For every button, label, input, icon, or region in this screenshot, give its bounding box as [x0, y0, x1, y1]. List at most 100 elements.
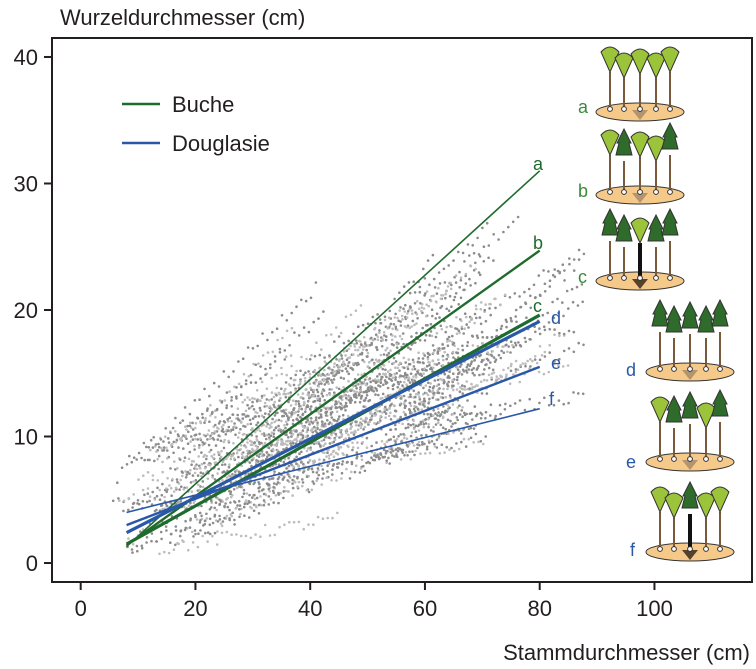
- scatter-point: [197, 532, 200, 535]
- scatter-point: [443, 380, 446, 384]
- scatter-point: [484, 416, 487, 420]
- scatter-point: [244, 409, 248, 413]
- scatter-point: [403, 454, 406, 457]
- scatter-point: [483, 308, 487, 312]
- scatter-point: [269, 366, 272, 370]
- scatter-point: [422, 267, 425, 271]
- scatter-point: [376, 409, 379, 413]
- scatter-point: [277, 424, 280, 428]
- scatter-point: [292, 465, 296, 469]
- scatter-point: [451, 422, 455, 426]
- scatter-point: [572, 350, 576, 354]
- scatter-point: [252, 362, 255, 366]
- scatter-point: [490, 354, 494, 358]
- scatter-point: [452, 259, 455, 262]
- scatter-point: [350, 431, 353, 435]
- scatter-point: [339, 376, 343, 380]
- scatter-point: [145, 500, 149, 504]
- scatter-point: [423, 399, 427, 403]
- scatter-point: [194, 421, 198, 425]
- scatter-point: [480, 330, 484, 334]
- scatter-point: [342, 341, 346, 345]
- scatter-point: [385, 353, 389, 357]
- root-cone: [682, 460, 698, 470]
- scatter-point: [429, 330, 433, 333]
- scatter-point: [240, 507, 243, 511]
- scatter-point: [111, 499, 115, 503]
- scenario-c: c: [578, 207, 685, 291]
- scatter-point: [193, 467, 196, 470]
- scatter-point: [209, 448, 213, 452]
- scatter-point: [472, 427, 476, 430]
- scenario-label-e: e: [626, 452, 636, 472]
- scatter-point: [277, 493, 281, 496]
- scatter-point: [414, 341, 417, 344]
- scatter-point: [422, 307, 426, 310]
- scatter-point: [354, 464, 358, 468]
- scatter-point: [289, 391, 293, 394]
- y-tick-label: 10: [14, 425, 38, 450]
- scatter-point: [290, 326, 294, 330]
- scatter-point: [236, 504, 239, 507]
- scatter-point: [423, 277, 427, 280]
- scatter-point: [153, 459, 156, 463]
- scatter-point: [264, 437, 268, 441]
- scatter-point: [218, 514, 221, 518]
- scatter-point: [243, 514, 246, 517]
- scatter-point: [297, 402, 301, 406]
- scatter-point: [341, 369, 344, 373]
- scatter-point: [334, 326, 338, 329]
- scatter-point: [577, 341, 580, 345]
- scatter-point: [420, 401, 423, 404]
- scatter-point: [443, 350, 447, 354]
- scatter-point: [242, 488, 246, 492]
- scatter-point: [255, 399, 259, 403]
- scatter-point: [296, 393, 300, 396]
- scatter-point: [446, 337, 449, 341]
- scatter-point: [291, 482, 294, 485]
- scatter-point: [214, 423, 217, 427]
- scatter-point: [304, 407, 308, 411]
- scatter-point: [403, 436, 406, 440]
- scatter-point: [375, 441, 378, 444]
- scatter-point: [168, 484, 171, 487]
- scatter-point: [418, 339, 422, 342]
- scatter-point: [389, 418, 393, 421]
- scatter-point: [494, 414, 498, 418]
- scatter-point: [391, 327, 394, 331]
- scatter-point: [408, 326, 412, 330]
- scatter-point: [354, 309, 358, 313]
- scatter-point: [240, 452, 244, 456]
- scatter-point: [414, 373, 418, 376]
- scatter-point: [383, 315, 387, 319]
- scenario-label-f: f: [630, 540, 636, 560]
- scatter-point: [436, 352, 440, 355]
- scatter-point: [267, 398, 271, 402]
- scatter-point: [163, 495, 166, 499]
- scatter-point: [436, 398, 440, 401]
- scatter-point: [440, 304, 444, 308]
- scatter-point: [538, 358, 542, 362]
- scatter-point: [533, 296, 537, 300]
- scatter-point: [292, 520, 296, 524]
- scatter-point: [468, 320, 471, 324]
- scatter-point: [402, 410, 406, 414]
- scatter-point: [479, 301, 483, 304]
- scatter-point: [485, 363, 488, 366]
- scatter-point: [263, 441, 267, 445]
- scatter-point: [309, 296, 313, 300]
- scatter-point: [415, 331, 418, 335]
- scatter-point: [460, 363, 463, 366]
- scatter-point: [460, 440, 463, 444]
- scatter-point: [394, 427, 398, 431]
- scatter-point: [236, 417, 240, 420]
- scatter-point: [253, 397, 256, 401]
- scatter-point: [420, 306, 424, 309]
- scatter-point: [474, 355, 478, 359]
- scatter-point: [379, 381, 383, 385]
- scatter-point: [307, 330, 311, 334]
- scatter-point: [344, 401, 348, 405]
- beech-crown-icon: [650, 486, 670, 514]
- scatter-point: [266, 422, 270, 426]
- scatter-point: [356, 361, 360, 365]
